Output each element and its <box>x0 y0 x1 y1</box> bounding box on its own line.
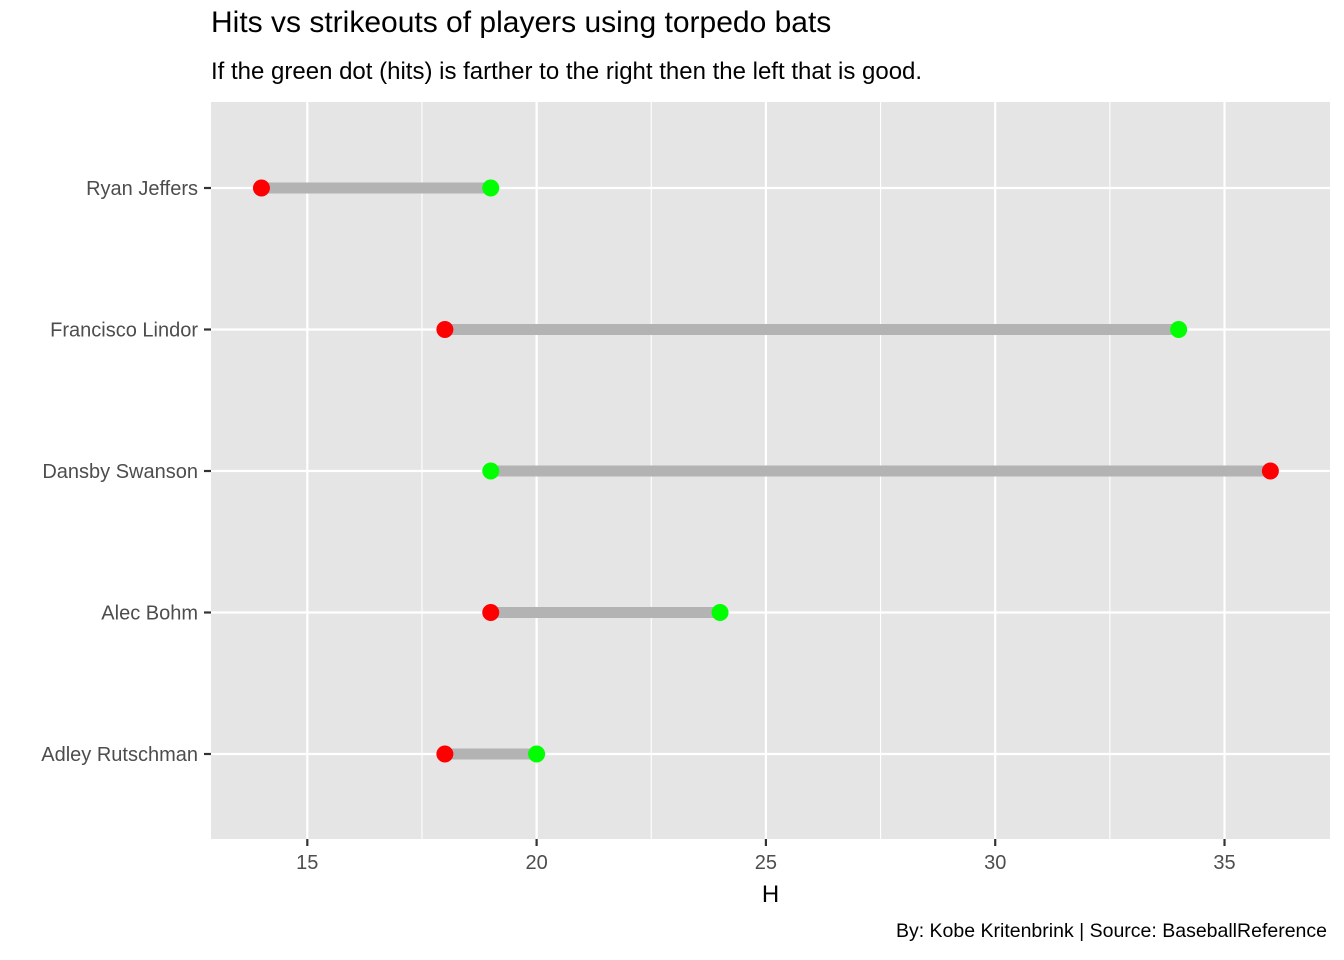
data-point <box>252 179 270 197</box>
data-point <box>436 321 454 338</box>
points <box>252 179 1279 763</box>
chart-caption: By: Kobe Kritenbrink | Source: BaseballR… <box>895 920 1327 942</box>
x-tick-label: 25 <box>755 852 777 874</box>
x-axis: 15 20 25 30 35 <box>296 839 1236 874</box>
y-tick-label: Alec Bohm <box>101 603 198 625</box>
x-axis-title: H <box>762 881 779 908</box>
y-axis: Ryan Jeffers Francisco Lindor Dansby Swans… <box>41 178 211 766</box>
x-tick-label: 15 <box>296 852 318 874</box>
chart-title: Hits vs strikeouts of players using torp… <box>211 6 832 39</box>
data-point <box>482 179 500 197</box>
chart-subtitle: If the green dot (hits) is farther to th… <box>211 58 923 85</box>
y-tick-label: Francisco Lindor <box>50 320 198 342</box>
y-tick-label: Ryan Jeffers <box>86 178 198 200</box>
y-tick-label: Adley Rutschman <box>41 744 198 766</box>
data-point <box>528 745 546 763</box>
x-tick-label: 35 <box>1213 852 1235 874</box>
x-tick-label: 20 <box>525 852 547 874</box>
data-point <box>711 604 729 621</box>
data-point <box>1261 462 1279 480</box>
x-tick-label: 30 <box>984 852 1006 874</box>
segments <box>261 182 1271 760</box>
y-tick-label: Dansby Swanson <box>42 461 198 483</box>
data-point <box>482 462 500 480</box>
data-point <box>436 745 454 763</box>
data-point <box>482 604 500 621</box>
data-point <box>1170 321 1188 338</box>
